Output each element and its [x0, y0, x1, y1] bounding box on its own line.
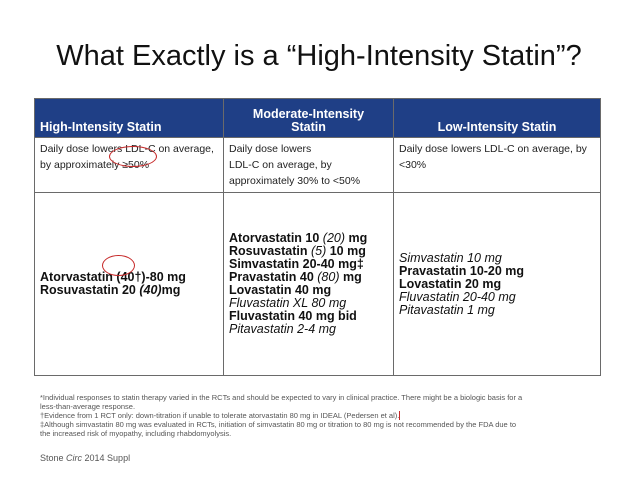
footnote-line: the increased risk of myopathy, includin…: [40, 429, 232, 438]
moderate-drug-item: Simvastatin 20-40 mg‡: [229, 258, 388, 271]
drug-name: Simvastatin 20-40 mg‡: [229, 257, 364, 271]
moderate-drug-item: Pitavastatin 2-4 mg: [229, 323, 388, 336]
drug-dose: mg: [339, 270, 362, 284]
footnote-highlighted: †Evidence from 1 RCT only: down-titratio…: [40, 411, 401, 420]
header-moderate-label: Moderate-Intensity Statin: [252, 107, 365, 134]
statin-intensity-table: High-Intensity Statin Moderate-Intensity…: [34, 98, 601, 376]
drug-optional-dose: (40): [139, 283, 162, 297]
high-drug-item: Rosuvastatin 20 (40)mg: [40, 284, 218, 297]
header-moderate-intensity: Moderate-Intensity Statin: [223, 98, 394, 138]
drug-name: Atorvastatin 10: [229, 231, 323, 245]
high-drugs-cell: Atorvastatin (40†)-80 mg Rosuvastatin 20 …: [34, 192, 224, 376]
drug-name: Pitavastatin 2-4 mg: [229, 322, 336, 336]
moderate-drug-item: Fluvastatin XL 80 mg: [229, 297, 388, 310]
source-citation: Stone Circ 2014 Suppl: [40, 453, 130, 463]
drug-name: Atorvastatin: [40, 270, 117, 284]
drug-dose: 10 mg: [326, 244, 366, 258]
moderate-drug-item: Atorvastatin 10 (20) mg: [229, 232, 388, 245]
drug-name: Rosuvastatin: [229, 244, 311, 258]
low-drug-item: Pitavastatin 1 mg: [399, 302, 495, 317]
footnotes: *Individual responses to statin therapy …: [40, 393, 600, 438]
drug-name: Rosuvastatin 20: [40, 283, 140, 297]
drug-optional-dose: (5): [310, 244, 327, 258]
low-drug-item: Fluvastatin 20-40 mg: [399, 289, 516, 304]
low-drug-list: Simvastatin 10 mg Pravastatin 10-20 mg Lov…: [399, 250, 595, 317]
drug-name: Pravastatin 40: [229, 270, 318, 284]
moderate-drug-item: Lovastatin 40 mg: [229, 284, 388, 297]
footnote-line: †Evidence from 1 RCT only: down-titratio…: [40, 411, 600, 420]
low-description: Daily dose lowers LDL-C on average, by <…: [393, 137, 601, 193]
moderate-drug-item: Rosuvastatin (5) 10 mg: [229, 245, 388, 258]
moderate-description: Daily dose lowers LDL-C on average, by a…: [223, 137, 394, 193]
moderate-description-line: approximately 30% to <50%: [229, 175, 361, 187]
drug-dose: mg: [345, 231, 368, 245]
moderate-description-line: LDL-C on average, by: [229, 159, 332, 171]
drugs-row: Atorvastatin (40†)-80 mg Rosuvastatin 20 …: [34, 192, 601, 376]
footnote-line: ‡Although simvastatin 80 mg was evaluate…: [40, 420, 517, 429]
drug-name: Lovastatin 40 mg: [229, 283, 332, 297]
header-high-intensity: High-Intensity Statin: [34, 98, 224, 138]
header-low-intensity: Low-Intensity Statin: [393, 98, 601, 138]
low-drug-item: Pravastatin 10-20 mg: [399, 263, 525, 278]
high-description: Daily dose lowers LDL-C on average, by a…: [34, 137, 224, 193]
drug-name: Fluvastatin XL 80 mg: [229, 296, 347, 310]
moderate-drugs-cell: Atorvastatin 10 (20) mg Rosuvastatin (5) …: [223, 192, 394, 376]
source-journal: Circ: [66, 453, 83, 463]
footnote-line: less-than-average response.: [40, 402, 136, 411]
drug-dose: mg: [161, 283, 181, 297]
moderate-drug-item: Pravastatin 40 (80) mg: [229, 271, 388, 284]
source-author: Stone: [40, 453, 67, 463]
drug-optional-dose: (80): [317, 270, 340, 284]
drug-name: Fluvastatin 40 mg bid: [229, 309, 357, 323]
high-drug-list: Atorvastatin (40†)-80 mg Rosuvastatin 20 …: [40, 271, 218, 297]
drug-optional-dose: (40†): [116, 270, 146, 284]
table-header-row: High-Intensity Statin Moderate-Intensity…: [34, 98, 601, 138]
moderate-description-line: Daily dose lowers: [229, 143, 312, 155]
slide-title: What Exactly is a “High-Intensity Statin…: [56, 40, 582, 72]
footnote-line: *Individual responses to statin therapy …: [40, 393, 523, 402]
drug-optional-dose: (20): [322, 231, 346, 245]
low-drug-item: Lovastatin 20 mg: [399, 276, 502, 291]
low-drug-item: Simvastatin 10 mg: [399, 250, 502, 265]
moderate-drug-list: Atorvastatin 10 (20) mg Rosuvastatin (5) …: [229, 232, 388, 336]
low-drugs-cell: Simvastatin 10 mg Pravastatin 10-20 mg Lov…: [393, 192, 601, 376]
drug-dose: -80 mg: [145, 270, 186, 284]
high-drug-item: Atorvastatin (40†)-80 mg: [40, 271, 218, 284]
moderate-drug-item: Fluvastatin 40 mg bid: [229, 310, 388, 323]
description-row: Daily dose lowers LDL-C on average, by a…: [34, 137, 601, 193]
source-year: 2014 Suppl: [82, 453, 131, 463]
